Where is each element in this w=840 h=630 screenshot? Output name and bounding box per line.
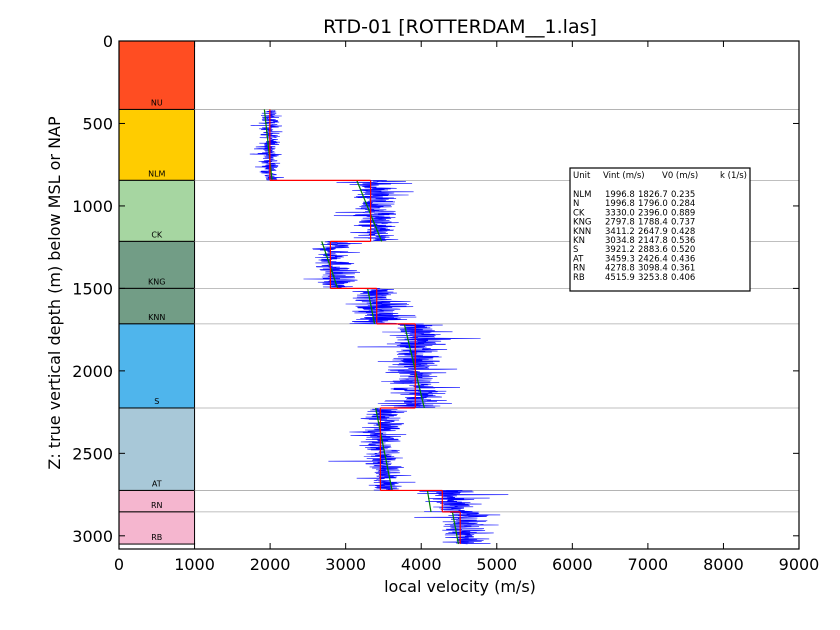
- unit-label-nlm: NLM: [148, 169, 165, 178]
- x-tick-label: 8000: [703, 555, 744, 574]
- chart-title: RTD-01 [ROTTERDAM__1.las]: [323, 16, 597, 38]
- unit-block-rb: [118, 511, 196, 545]
- unit-label-ck: CK: [151, 230, 163, 239]
- legend-table-cell: 4278.8: [605, 264, 635, 274]
- legend-table-cell: N: [573, 199, 579, 209]
- v0k-fit-line: [426, 490, 432, 512]
- legend-table-cell: 1996.8: [605, 199, 635, 209]
- unit-label-knn: KNN: [148, 313, 165, 322]
- y-axis-label: Z: true vertical depth (m) below MSL or …: [45, 116, 64, 470]
- unit-label-kng: KNG: [148, 277, 165, 286]
- legend-table-cell: 1826.7: [638, 190, 668, 200]
- x-tick-label: 0: [114, 555, 124, 574]
- legend-table-cell: 0.436: [671, 254, 695, 264]
- legend-table-cell: 3411.2: [605, 227, 635, 237]
- velocity-legend-table: Unit Vint (m/s) V0 (m/s) k (1/s) NLM 1996.8 18…: [569, 167, 751, 292]
- unit-label-s: S: [154, 397, 159, 406]
- legend-table-cell: S: [573, 245, 578, 255]
- legend-table-cell: NLM: [573, 190, 591, 200]
- plot-frame: [118, 40, 800, 550]
- y-tick-label: 3000: [72, 527, 113, 546]
- unit-block-at: [118, 407, 196, 491]
- x-tick-label: 7000: [628, 555, 669, 574]
- unit-label-rb: RB: [151, 533, 162, 542]
- unit-label-rn: RN: [151, 501, 163, 510]
- x-tick-label: 9000: [779, 555, 820, 574]
- x-tick-label: 6000: [552, 555, 593, 574]
- legend-table-cell: 2647.9: [638, 227, 668, 237]
- legend-table-cell: 3921.2: [605, 245, 635, 255]
- legend-table-cell: 2797.8: [605, 218, 635, 228]
- legend-header-cell: V0 (m/s): [662, 171, 698, 181]
- legend-table-cell: 0.361: [671, 264, 695, 274]
- x-tick-label: 2000: [250, 555, 291, 574]
- legend-table-cell: 0.520: [671, 245, 695, 255]
- y-tick-label: 2000: [72, 362, 113, 381]
- axis-ticks: 0 1000 2000 3000 4000 5000 6000 7000 8000 9000 0 50…: [72, 32, 819, 574]
- x-tick-label: 5000: [476, 555, 517, 574]
- v0k-fit-line: [366, 288, 376, 324]
- legend-header-cell: Unit: [573, 171, 591, 181]
- legend-table-cell: 0.284: [671, 199, 695, 209]
- y-tick-label: 500: [82, 114, 113, 133]
- legend-table-cell: KNN: [573, 227, 591, 237]
- unit-block-nlm: [118, 108, 196, 181]
- x-axis-label: local velocity (m/s): [384, 577, 536, 596]
- v0k-fit-line: [451, 511, 459, 545]
- v0k-fit-line: [375, 407, 393, 491]
- legend-table-cell: 0.737: [671, 218, 695, 228]
- y-tick-label: 2500: [72, 444, 113, 463]
- legend-table-cell: 3098.4: [638, 264, 668, 274]
- unit-label-nu: NU: [151, 98, 163, 107]
- unit-block-nu: [118, 40, 196, 110]
- unit-label-at: AT: [152, 479, 162, 488]
- stratigraphic-column: NU NLM CK KNG KNN S AT RN RB: [118, 40, 196, 545]
- x-tick-label: 1000: [174, 555, 215, 574]
- legend-table-cell: 2883.6: [638, 245, 668, 255]
- y-tick-label: 0: [103, 32, 113, 51]
- legend-table-cell: 1788.4: [638, 218, 668, 228]
- v0k-fit-line: [263, 109, 273, 181]
- legend-table-cell: 0.235: [671, 190, 695, 200]
- legend-table-cell: 4515.9: [605, 273, 635, 283]
- legend-table-cell: CK: [573, 208, 585, 218]
- legend-header-cell: k (1/s): [720, 171, 747, 181]
- v0k-fit-line: [321, 241, 339, 289]
- legend-table-cell: KN: [573, 236, 585, 246]
- y-tick-label: 1500: [72, 279, 113, 298]
- legend-table-cell: 3034.8: [605, 236, 635, 246]
- legend-table-cell: 2147.8: [638, 236, 668, 246]
- x-tick-label: 4000: [401, 555, 442, 574]
- legend-table-cell: AT: [573, 254, 584, 264]
- legend-table-cell: RN: [573, 264, 585, 274]
- legend-table-cell: 2396.0: [638, 208, 668, 218]
- legend-box: [569, 167, 751, 292]
- v0k-fit-lines: [263, 109, 459, 545]
- legend-table-cell: 3253.8: [638, 273, 668, 283]
- x-tick-label: 3000: [325, 555, 366, 574]
- legend-header-cell: Vint (m/s): [603, 171, 645, 181]
- v0k-fit-line: [403, 323, 425, 409]
- legend-table-cell: KNG: [573, 218, 592, 228]
- legend-table-cell: 1796.0: [638, 199, 668, 209]
- legend-table-cell: 3459.3: [605, 254, 635, 264]
- unit-block-ck: [118, 179, 196, 242]
- v0k-fit-line: [356, 180, 383, 242]
- legend-table-cell: 0.536: [671, 236, 695, 246]
- legend-table-cell: 0.889: [671, 208, 695, 218]
- legend-table-cell: 2426.4: [638, 254, 668, 264]
- interval-velocity-lines: [269, 109, 461, 545]
- unit-block-s: [118, 323, 196, 409]
- legend-table-cell: 3330.0: [605, 208, 635, 218]
- legend-table-cell: 1996.8: [605, 190, 635, 200]
- legend-table-cell: 0.428: [671, 227, 695, 237]
- legend-table-cell: 0.406: [671, 273, 695, 283]
- y-tick-label: 1000: [72, 197, 113, 216]
- legend-table-cell: RB: [573, 273, 585, 283]
